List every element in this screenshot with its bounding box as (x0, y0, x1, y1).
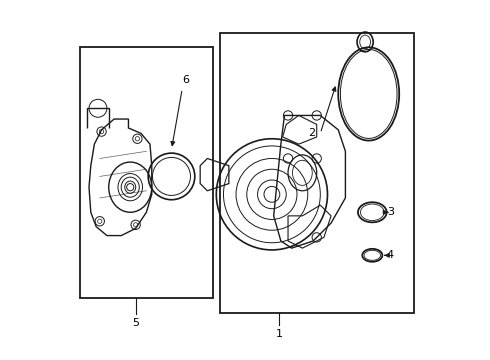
Text: 1: 1 (275, 329, 283, 339)
Text: 2: 2 (308, 129, 315, 138)
Text: 3: 3 (387, 207, 394, 217)
Bar (220, 33, 414, 313)
Text: 6: 6 (182, 75, 189, 85)
Text: 5: 5 (132, 319, 139, 328)
Bar (80, 47, 213, 298)
Circle shape (126, 184, 134, 191)
Text: 4: 4 (387, 250, 394, 260)
